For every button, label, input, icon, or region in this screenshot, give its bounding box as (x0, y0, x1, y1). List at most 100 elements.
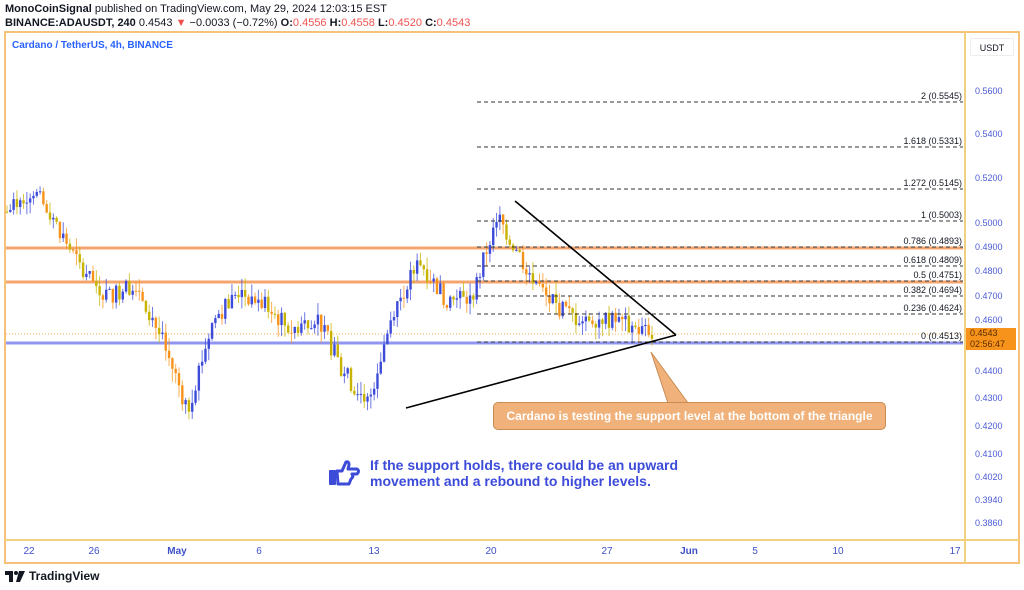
candle (171, 358, 174, 369)
open-label: O: (280, 17, 293, 29)
time-tick-label: 27 (601, 546, 613, 557)
candle (68, 243, 72, 250)
candle (55, 217, 58, 222)
candle (187, 400, 191, 412)
candle (366, 396, 369, 402)
candle (564, 301, 568, 307)
time-tick-label: 13 (368, 546, 380, 557)
candle (15, 199, 19, 207)
candle (574, 312, 578, 325)
price-tick-label: 0.5600 (975, 86, 1003, 96)
candle (95, 280, 98, 287)
candle (101, 295, 105, 300)
candle (240, 289, 244, 298)
candle (515, 249, 518, 251)
triangle-pattern (405, 200, 677, 409)
fib-level-label: 2 (0.5545) (920, 91, 962, 101)
candle (511, 244, 515, 251)
brand-name: TradingView (29, 569, 100, 583)
candle (200, 361, 204, 366)
chart-title: Cardano / TetherUS, 4h, BINANCE (12, 40, 173, 51)
candle (372, 388, 376, 395)
candle (154, 317, 158, 328)
down-arrow-icon: ▼ (175, 17, 187, 29)
candle (501, 214, 505, 225)
price-tick-label: 0.4200 (975, 421, 1003, 431)
candle (498, 214, 502, 222)
price-tick-label: 0.4100 (975, 449, 1003, 459)
candle (48, 212, 52, 220)
candle (458, 290, 462, 299)
candle (270, 311, 273, 314)
candle (336, 344, 339, 358)
candle (144, 300, 148, 312)
time-tick-label: 22 (23, 546, 35, 557)
candle (544, 287, 548, 296)
triangle-upper-line[interactable] (514, 200, 677, 336)
candle (151, 317, 154, 321)
candle (306, 320, 310, 329)
candle (621, 317, 624, 320)
candle (392, 317, 396, 321)
candle (42, 191, 45, 205)
candle (468, 295, 472, 304)
candle (445, 304, 449, 308)
candle (568, 306, 571, 309)
candle (320, 314, 323, 332)
callout-box[interactable]: Cardano is testing the support level at … (493, 402, 886, 430)
fib-level-label: 1 (0.5003) (920, 210, 962, 220)
candle (214, 318, 217, 324)
candle (409, 269, 412, 290)
candle (531, 273, 535, 284)
candle (329, 330, 333, 356)
candle (234, 294, 237, 296)
candle (601, 319, 604, 324)
candle (181, 385, 184, 405)
candle (396, 301, 399, 318)
candle (197, 365, 201, 391)
candle (614, 312, 617, 322)
candle (425, 269, 429, 282)
candle (478, 276, 482, 278)
publish-info: MonoCoinSignal published on TradingView.… (5, 3, 387, 15)
candle (300, 323, 303, 333)
candle (316, 314, 320, 325)
fib-level-label: 0.618 (0.4809) (903, 255, 962, 265)
candle (28, 198, 32, 203)
candle (475, 277, 478, 300)
candle (210, 323, 214, 339)
candle (22, 200, 25, 204)
tradingview-logo[interactable]: TradingView (5, 569, 99, 583)
currency-button[interactable]: USDT (970, 38, 1014, 56)
candle (174, 368, 177, 374)
publish-text: published on TradingView.com, May 29, 20… (94, 3, 387, 15)
candle (363, 393, 366, 402)
candle (647, 324, 650, 335)
price-tick-label: 0.3860 (975, 518, 1003, 528)
candle (326, 325, 330, 331)
price-axis-divider (964, 31, 966, 564)
price-tick-label: 0.4800 (975, 266, 1003, 276)
fib-level-label: 0.5 (0.4751) (913, 270, 962, 280)
candle (422, 265, 425, 270)
last-price: 0.4543 (138, 17, 173, 29)
candle (611, 312, 614, 328)
note-line-2: movement and a rebound to higher levels. (370, 473, 651, 489)
thumbs-up-icon (329, 460, 360, 486)
symbol-label: BINANCE:ADAUSDT, 240 (5, 17, 136, 29)
time-tick-label: 26 (88, 546, 100, 557)
close-value: 0.4543 (436, 17, 471, 29)
candle (472, 295, 475, 300)
triangle-lower-line[interactable] (405, 334, 677, 409)
candle (630, 325, 634, 333)
chart-frame (4, 31, 1020, 564)
candle (435, 278, 439, 295)
candle (118, 285, 121, 300)
candle (554, 294, 558, 303)
time-axis-divider (4, 539, 1020, 541)
candle (382, 344, 386, 362)
candle (177, 373, 181, 386)
author-name[interactable]: MonoCoinSignal (5, 3, 92, 15)
candle (62, 233, 65, 239)
